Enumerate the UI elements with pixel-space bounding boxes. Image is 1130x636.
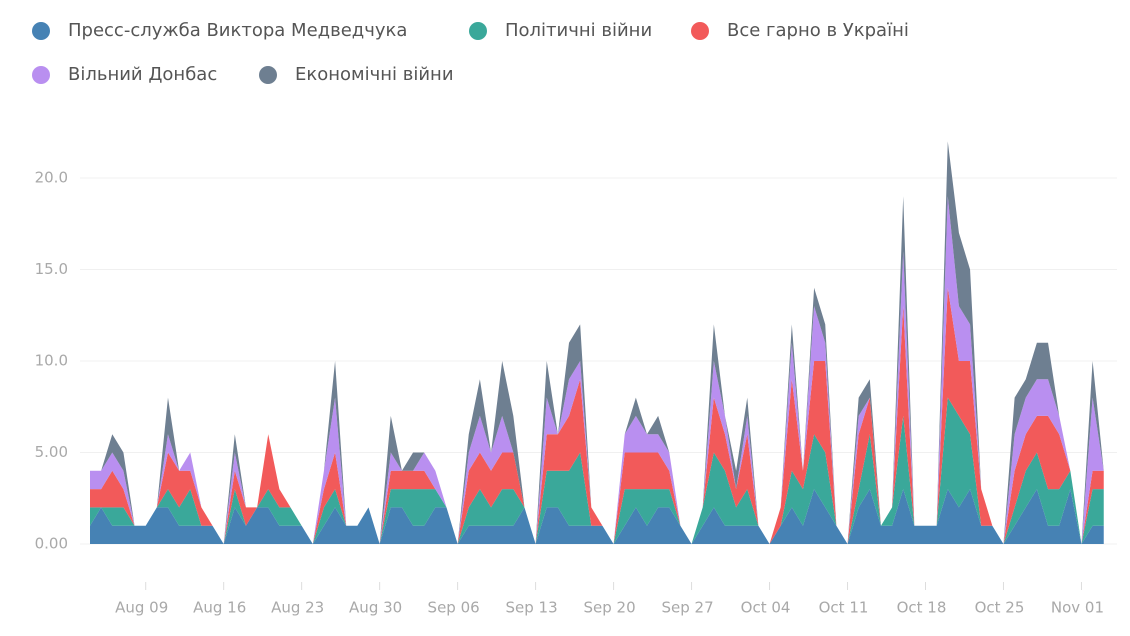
x-tick-label: Sep 20 <box>584 599 636 617</box>
x-tick-label: Aug 30 <box>349 599 402 617</box>
legend-label: Політичні війни <box>505 20 652 41</box>
y-tick-label: 5.00 <box>35 443 68 461</box>
legend-label: Вільний Донбас <box>68 64 217 85</box>
x-tick-label: Oct 04 <box>741 599 791 617</box>
legend-marker <box>259 66 277 84</box>
legend-label: Все гарно в Україні <box>727 20 909 41</box>
x-tick-label: Aug 09 <box>115 599 168 617</box>
x-tick-label: Sep 27 <box>661 599 713 617</box>
x-tick-label: Sep 13 <box>506 599 558 617</box>
x-tick-label: Oct 25 <box>975 599 1025 617</box>
legend: Пресс-служба Виктора Медведчука Політичні… <box>32 20 909 85</box>
x-tick-label: Aug 16 <box>193 599 246 617</box>
legend-marker <box>32 22 50 40</box>
x-tick-label: Sep 06 <box>428 599 480 617</box>
area <box>90 397 1104 544</box>
legend-label: Пресс-служба Виктора Медведчука <box>68 20 407 41</box>
legend-marker <box>32 66 50 84</box>
y-tick-label: 20.0 <box>35 169 68 187</box>
x-tick-label: Aug 23 <box>271 599 324 617</box>
x-tick-label: Nov 01 <box>1051 599 1104 617</box>
legend-marker <box>469 22 487 40</box>
legend-label: Економічні війни <box>295 64 454 85</box>
y-tick-label: 0.00 <box>35 535 68 553</box>
y-tick-label: 15.0 <box>35 260 68 278</box>
area <box>90 287 1104 544</box>
area <box>90 489 1104 544</box>
x-tick-label: Oct 11 <box>819 599 869 617</box>
x-tick-label: Oct 18 <box>897 599 947 617</box>
legend-marker <box>691 22 709 40</box>
y-tick-label: 10.0 <box>35 352 68 370</box>
